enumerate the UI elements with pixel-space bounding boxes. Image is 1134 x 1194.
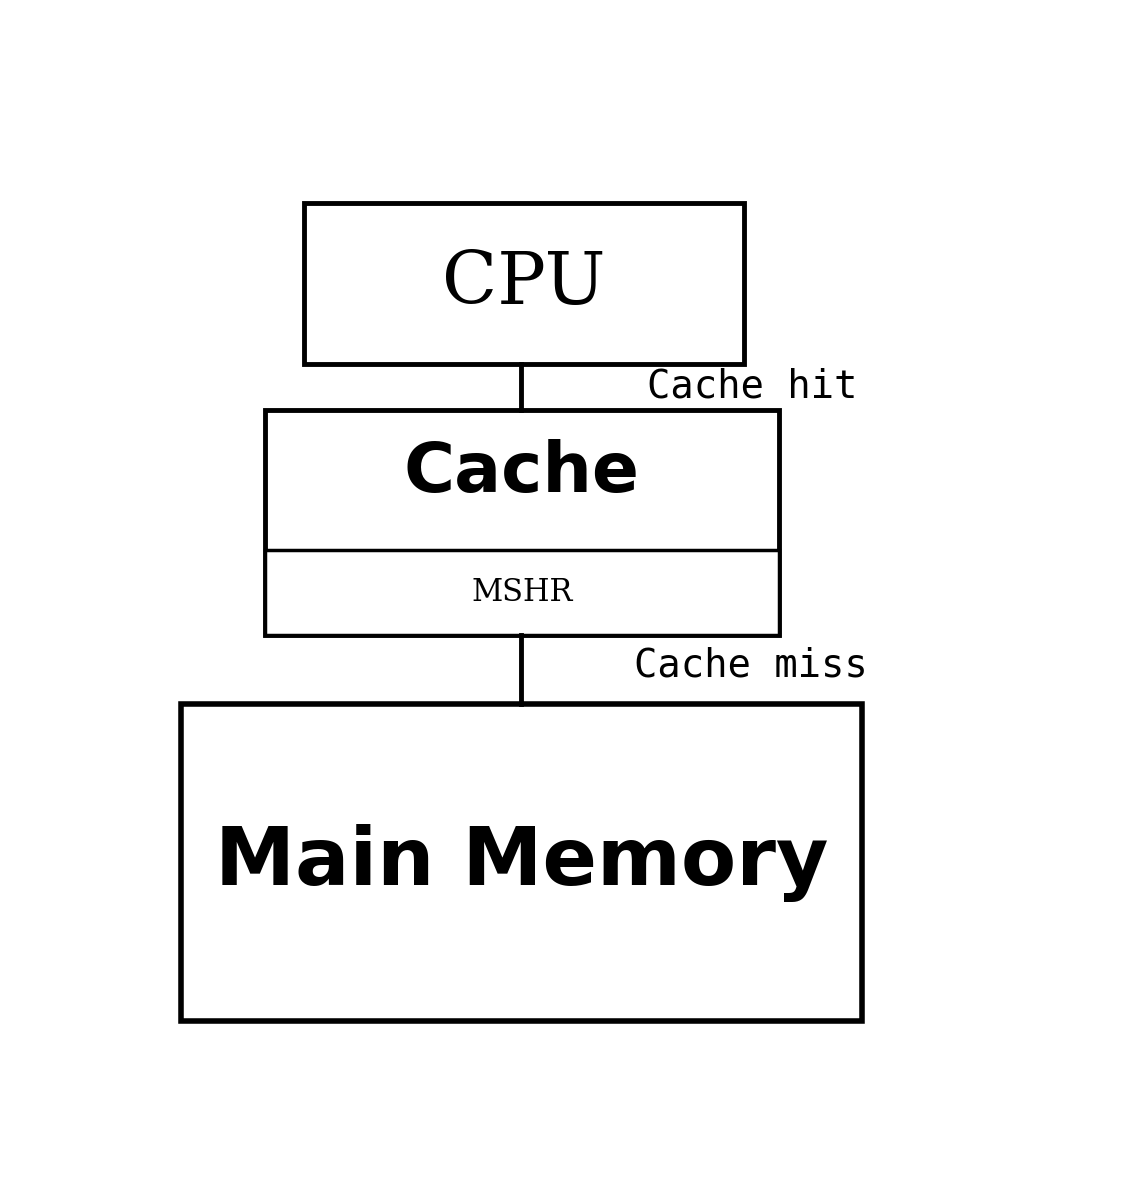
Bar: [181, 704, 862, 1021]
Bar: [304, 203, 744, 364]
Text: CPU: CPU: [442, 248, 606, 319]
Bar: [264, 549, 779, 635]
Text: Main Memory: Main Memory: [215, 824, 829, 901]
Text: Cache miss: Cache miss: [634, 646, 868, 684]
Text: Cache hit: Cache hit: [648, 368, 857, 406]
Text: MSHR: MSHR: [471, 577, 573, 608]
Bar: [264, 410, 779, 635]
Text: Cache: Cache: [404, 439, 640, 506]
